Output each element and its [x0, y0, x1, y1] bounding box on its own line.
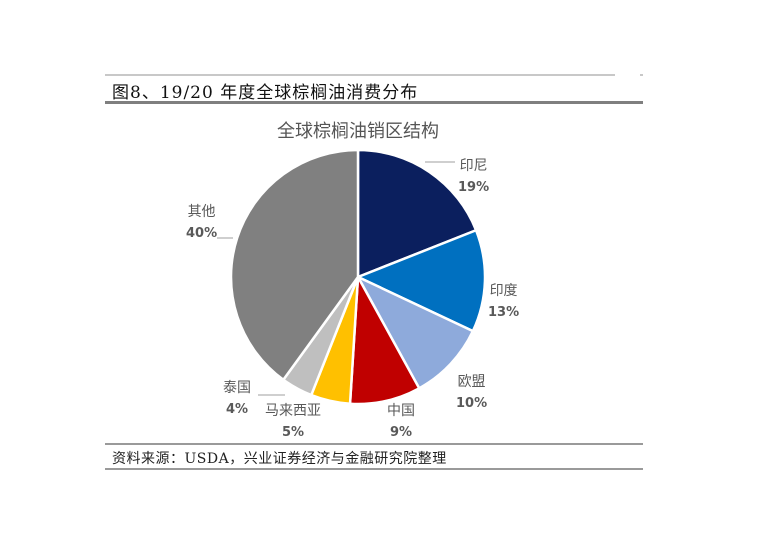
label-china: 中国 9%: [387, 400, 415, 444]
label-name: 欧盟: [457, 374, 486, 390]
footer-bottom-rule: [105, 468, 643, 470]
label-value: 40%: [186, 226, 218, 241]
label-eu: 欧盟 10%: [456, 371, 487, 415]
footer-top-rule: [105, 443, 643, 445]
header-top-rule-end: [640, 74, 643, 76]
label-indonesia: 印尼 19%: [458, 155, 489, 199]
pie-slice-other: [229, 148, 360, 382]
label-malaysia: 马来西亚 5%: [265, 400, 321, 444]
label-other: 其他 40%: [186, 201, 217, 245]
chart-title: 全球棕榈油销区结构: [277, 121, 439, 142]
label-name: 印度: [489, 283, 518, 299]
label-name: 印尼: [459, 158, 488, 174]
pie-slice-indonesia: [356, 148, 478, 279]
pie-slice-india: [354, 228, 487, 333]
figure-title: 图8、19/20 年度全球棕榈油消费分布: [112, 83, 419, 103]
label-name: 马来西亚: [265, 403, 321, 419]
header-top-rule: [105, 74, 615, 76]
pie-slice-eu: [355, 274, 475, 390]
label-thailand: 泰国 4%: [223, 377, 251, 421]
header-bottom-rule: [105, 101, 643, 104]
label-india: 印度 13%: [488, 280, 519, 324]
label-name: 泰国: [223, 380, 251, 396]
label-value: 4%: [225, 402, 249, 417]
label-value: 9%: [389, 425, 413, 440]
label-value: 5%: [281, 425, 305, 440]
label-value: 19%: [458, 180, 490, 195]
figure-source: 资料来源：USDA，兴业证券经济与金融研究院整理: [112, 451, 447, 467]
label-value: 10%: [456, 396, 488, 411]
label-name: 其他: [187, 204, 216, 220]
label-name: 中国: [387, 403, 415, 419]
label-value: 13%: [488, 305, 520, 320]
